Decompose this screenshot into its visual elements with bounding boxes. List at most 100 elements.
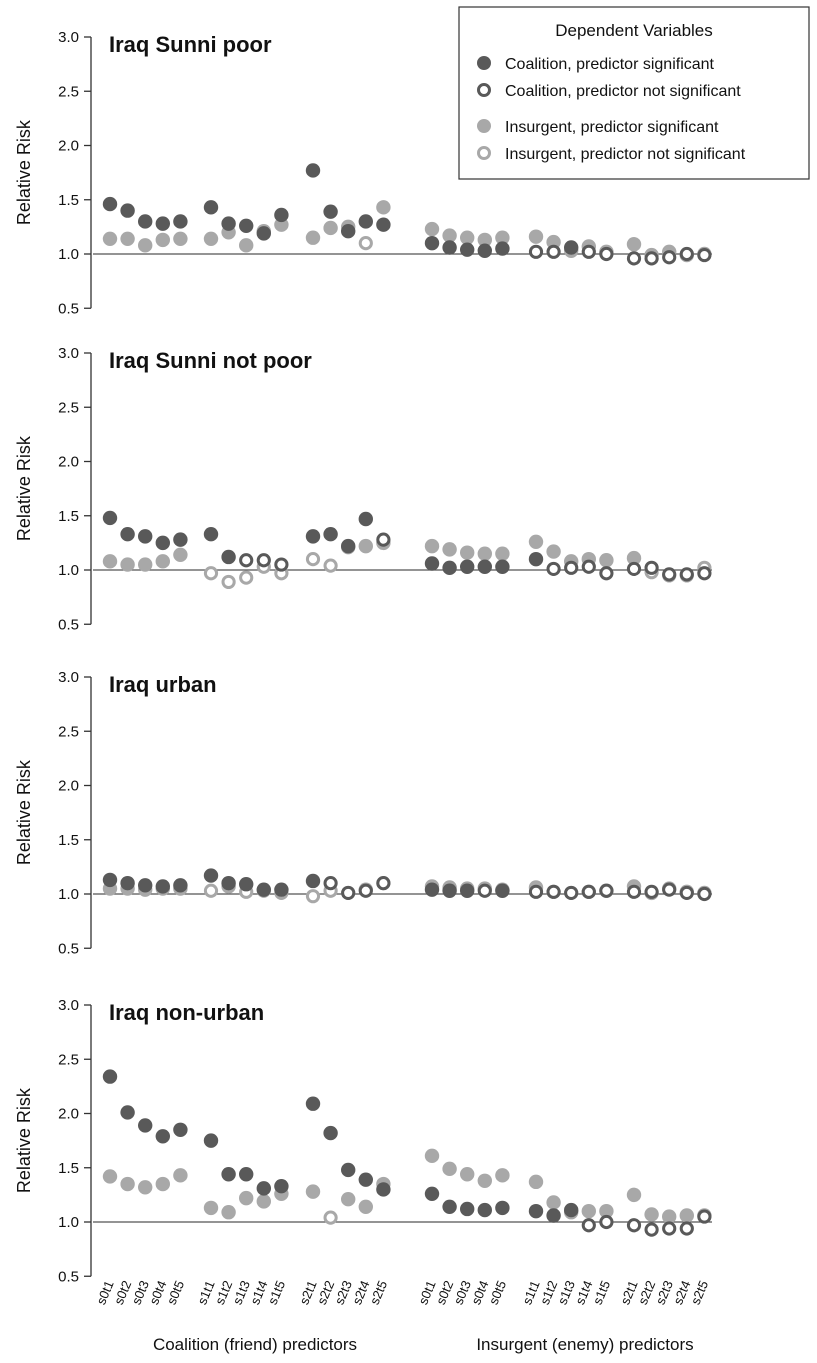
insurgent-point-not-significant (323, 1210, 338, 1225)
coalition-point-significant (424, 882, 440, 897)
legend-box (458, 6, 810, 180)
coalition-point-not-significant (679, 246, 694, 262)
insurgent-point-significant (460, 230, 475, 245)
coalition-point-not-significant (341, 885, 356, 901)
y-axis-title: Relative Risk (14, 435, 34, 541)
y-tick-label: 1.0 (58, 246, 79, 263)
coalition-point-significant (495, 883, 510, 898)
y-tick-label: 1.0 (58, 886, 79, 903)
coalition-point-significant (173, 532, 188, 547)
y-tick-label: 2.0 (58, 138, 79, 155)
coalition-point-significant (120, 526, 135, 542)
coalition-point-significant (477, 243, 492, 258)
x-tick-label: s1t5 (590, 1278, 613, 1306)
x-tick-label: s0t5 (164, 1278, 187, 1306)
coalition-point-not-significant (697, 886, 712, 902)
insurgent-point-significant (477, 1173, 492, 1188)
legend-marker-coalition-not-significant (477, 83, 491, 97)
insurgent-point-significant (528, 229, 544, 244)
y-tick-label: 1.5 (58, 508, 79, 525)
panels: 0.5 1.0 1.5 2.0 2.5 3.0 Relative Risk Iraq Sunn… (14, 29, 712, 1285)
coalition-point-not-significant (581, 1218, 596, 1233)
coalition-point-significant (424, 556, 440, 571)
coalition-point-not-significant (599, 246, 614, 262)
coalition-point-significant (323, 1125, 338, 1141)
coalition-point-significant (305, 873, 321, 889)
coalition-point-not-significant (546, 561, 561, 577)
coalition-point-not-significant (697, 1209, 712, 1224)
insurgent-point-significant (203, 231, 219, 247)
coalition-point-significant (358, 214, 373, 229)
y-tick-label: 2.5 (58, 83, 79, 100)
insurgent-point-significant (173, 547, 188, 563)
y-tick-label: 3.0 (58, 997, 79, 1014)
coalition-point-not-significant (662, 1221, 677, 1236)
coalition-point-significant (460, 883, 475, 898)
coalition-point-significant (256, 226, 271, 241)
coalition-point-significant (564, 1202, 579, 1218)
insurgent-point-significant (173, 1168, 188, 1183)
coalition-point-significant (358, 1172, 373, 1187)
coalition-point-not-significant (274, 557, 289, 572)
coalition-point-significant (442, 883, 457, 898)
coalition-point-not-significant (564, 560, 579, 575)
insurgent-point-significant (477, 232, 492, 248)
insurgent-point-not-significant (305, 552, 321, 567)
x-tick-label: s1t5 (265, 1278, 288, 1306)
coalition-point-not-significant (376, 532, 391, 547)
coalition-point-significant (323, 526, 338, 542)
coalition-point-significant (173, 1122, 188, 1137)
insurgent-point-significant (120, 1176, 135, 1192)
coalition-point-significant (424, 235, 440, 251)
coalition-point-not-significant (323, 876, 338, 891)
coalition-point-significant (256, 882, 271, 897)
coalition-point-significant (239, 1167, 254, 1182)
coalition-point-not-significant (679, 885, 694, 901)
y-tick-label: 1.0 (58, 562, 79, 579)
coalition-point-significant (102, 510, 118, 526)
insurgent-point-significant (495, 230, 510, 245)
coalition-point-not-significant (256, 553, 271, 568)
coalition-point-significant (138, 878, 153, 893)
coalition-point-significant (442, 1199, 457, 1215)
insurgent-point-significant (120, 231, 135, 247)
coalition-point-not-significant (599, 883, 614, 898)
insurgent-point-significant (442, 228, 457, 243)
insurgent-point-significant (138, 238, 153, 253)
insurgent-point-not-significant (323, 558, 338, 573)
y-tick-label: 1.5 (58, 832, 79, 849)
insurgent-point-significant (102, 1169, 118, 1184)
insurgent-point-significant (173, 231, 188, 247)
coalition-point-not-significant (581, 559, 596, 574)
coalition-point-not-significant (644, 1222, 659, 1237)
legend-label-insurgent-significant: Insurgent, predictor significant (505, 119, 719, 136)
insurgent-point-significant (203, 1200, 219, 1216)
coalition-point-not-significant (679, 1221, 694, 1236)
panel-4: 0.5 1.0 1.5 2.0 2.5 3.0 Relative Risk Iraq non-… (14, 997, 712, 1285)
insurgent-point-significant (546, 1195, 561, 1210)
y-axis-title: Relative Risk (14, 1087, 34, 1193)
coalition-point-significant (221, 549, 236, 565)
coalition-point-significant (495, 1200, 510, 1216)
panel-title: Iraq Sunni not poor (109, 348, 312, 373)
coalition-point-not-significant (679, 567, 694, 582)
coalition-point-not-significant (662, 882, 677, 897)
coalition-point-significant (305, 1096, 321, 1111)
legend-entry-insurgent-not-significant: Insurgent, predictor not significant (477, 146, 746, 163)
coalition-point-not-significant (644, 251, 659, 266)
insurgent-point-not-significant (358, 236, 373, 251)
insurgent-point-significant (155, 232, 170, 248)
coalition-point-significant (341, 538, 356, 554)
insurgent-point-significant (460, 545, 475, 560)
insurgent-point-significant (358, 538, 373, 554)
coalition-point-significant (460, 559, 475, 574)
coalition-point-significant (495, 559, 510, 574)
y-tick-label: 3.0 (58, 345, 79, 362)
insurgent-point-not-significant (239, 570, 254, 585)
coalition-point-significant (221, 875, 236, 891)
coalition-point-significant (442, 560, 457, 576)
coalition-point-not-significant (599, 566, 614, 581)
coalition-point-significant (138, 214, 153, 229)
group-label-insurgent: Insurgent (enemy) predictors (476, 1335, 693, 1354)
